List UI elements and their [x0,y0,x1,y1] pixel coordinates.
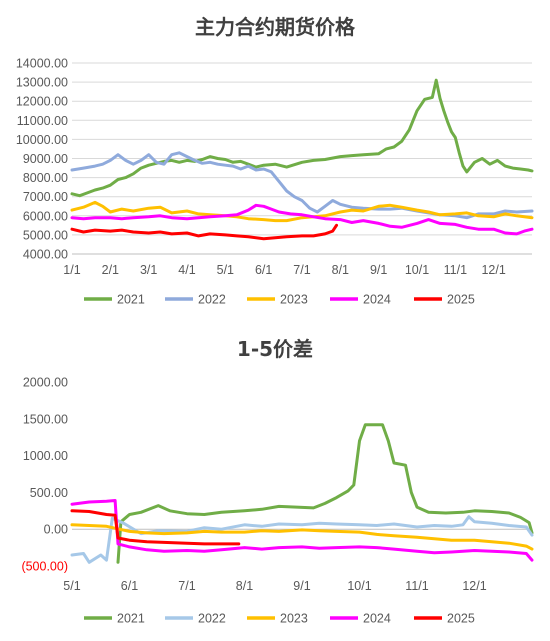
y-tick-label: 1500.00 [23,412,68,426]
x-tick-label: 5/1 [63,579,80,593]
x-tick-label: 10/1 [405,263,429,277]
y-tick-label: 4000.00 [23,248,68,262]
x-tick-label: 8/1 [332,263,349,277]
legend-label: 2025 [447,293,475,307]
y-tick-label: 1000.00 [23,449,68,463]
y-tick-label: 500.00 [30,486,68,500]
legend-label: 2024 [363,293,391,307]
y-tick-label: 2000.00 [23,376,68,390]
y-tick-label: 14000.00 [16,57,68,71]
legend-label: 2023 [280,612,308,626]
x-tick-label: 6/1 [255,263,272,277]
series-line-2025 [70,223,338,241]
x-tick-label: 4/1 [178,263,195,277]
spread-chart: 1-5价差 (500.00) 0.00 500.00 1000.00 1500.00 200… [21,337,534,626]
futures-price-chart: 主力合约期货价格 4000.00 5000.00 6000.00 7000.00 8000… [16,15,534,307]
y-tick-label: 5000.00 [23,228,68,242]
x-tick-label: 2/1 [102,263,119,277]
legend-label: 2024 [363,612,391,626]
legend-label: 2021 [117,293,145,307]
y-tick-label: 11000.00 [17,114,68,128]
series-line-2022 [70,515,534,564]
y-tick-label: 12000.00 [16,95,68,109]
x-tick-label: 12/1 [481,263,505,277]
legend-label: 2023 [280,293,308,307]
x-tick-label: 5/1 [217,263,234,277]
y-tick-label: 0.00 [44,523,68,537]
chart-title: 主力合约期货价格 [195,15,356,39]
y-tick-label: 10000.00 [16,133,68,147]
y-tick-label: 13000.00 [16,76,68,90]
x-tick-label: 9/1 [293,579,310,593]
legend-label: 2021 [117,612,145,626]
x-tick-label: 7/1 [293,263,310,277]
series-line-2025 [70,509,241,546]
chart-title: 1-5价差 [237,337,313,361]
x-tick-label: 6/1 [121,579,138,593]
x-tick-label: 12/1 [462,579,486,593]
x-tick-label: 1/1 [63,263,80,277]
series-line-2021 [70,78,534,198]
x-tick-label: 10/1 [347,579,371,593]
series-line-2024 [70,499,534,562]
x-tick-label: 11/1 [405,579,428,593]
series-line-2024 [70,203,534,236]
x-tick-label: 11/1 [444,263,467,277]
y-tick-label: 8000.00 [23,171,68,185]
legend-label: 2022 [198,293,226,307]
legend-label: 2025 [447,612,475,626]
series-line-2023 [70,523,534,551]
y-tick-label: 9000.00 [23,152,68,166]
series-line-2021 [116,423,534,564]
x-tick-label: 9/1 [370,263,387,277]
x-tick-label: 7/1 [178,579,195,593]
y-tick-label: (500.00) [21,560,68,574]
legend-label: 2022 [198,612,226,626]
y-tick-label: 6000.00 [23,209,68,223]
y-tick-label: 7000.00 [23,190,68,204]
series-line-2023 [70,200,534,223]
x-tick-label: 8/1 [236,579,253,593]
x-tick-label: 3/1 [140,263,157,277]
